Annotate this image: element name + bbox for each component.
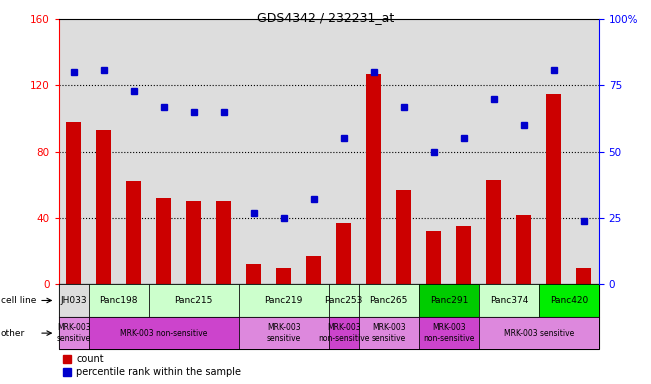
Bar bbox=[539, 284, 599, 317]
Bar bbox=[449, 19, 479, 284]
Bar bbox=[299, 19, 329, 284]
Text: GDS4342 / 232231_at: GDS4342 / 232231_at bbox=[257, 12, 394, 25]
Bar bbox=[389, 19, 419, 284]
Bar bbox=[59, 317, 89, 349]
Bar bbox=[269, 19, 299, 284]
Bar bbox=[246, 264, 261, 284]
Bar bbox=[329, 317, 359, 349]
Bar bbox=[59, 19, 89, 284]
Bar bbox=[576, 268, 591, 284]
Text: MRK-003
sensitive: MRK-003 sensitive bbox=[57, 323, 90, 343]
Bar bbox=[359, 284, 419, 317]
Bar bbox=[89, 284, 148, 317]
Bar bbox=[396, 190, 411, 284]
Bar bbox=[178, 19, 209, 284]
Text: MRK-003
non-sensitive: MRK-003 non-sensitive bbox=[318, 323, 370, 343]
Bar bbox=[239, 284, 329, 317]
Bar bbox=[239, 317, 329, 349]
Bar bbox=[509, 19, 539, 284]
Text: Panc215: Panc215 bbox=[174, 296, 213, 305]
Bar bbox=[359, 317, 419, 349]
Bar bbox=[479, 19, 509, 284]
Text: MRK-003
sensitive: MRK-003 sensitive bbox=[372, 323, 406, 343]
Text: Panc291: Panc291 bbox=[430, 296, 468, 305]
Bar bbox=[126, 182, 141, 284]
Bar bbox=[329, 284, 359, 317]
Bar bbox=[59, 284, 89, 317]
Bar bbox=[367, 74, 381, 284]
Bar bbox=[89, 317, 239, 349]
Bar bbox=[148, 19, 178, 284]
Bar bbox=[419, 284, 479, 317]
Bar bbox=[359, 19, 389, 284]
Text: cell line: cell line bbox=[1, 296, 36, 305]
Bar bbox=[426, 231, 441, 284]
Text: Panc253: Panc253 bbox=[325, 296, 363, 305]
Bar bbox=[539, 19, 569, 284]
Bar bbox=[239, 19, 269, 284]
Bar bbox=[479, 284, 539, 317]
Bar bbox=[209, 19, 239, 284]
Bar bbox=[486, 180, 501, 284]
Bar bbox=[89, 19, 118, 284]
Text: JH033: JH033 bbox=[61, 296, 87, 305]
Bar bbox=[516, 215, 531, 284]
Bar bbox=[456, 226, 471, 284]
Bar bbox=[419, 317, 479, 349]
Bar bbox=[337, 223, 352, 284]
Bar bbox=[96, 130, 111, 284]
Text: Panc265: Panc265 bbox=[370, 296, 408, 305]
Text: Panc219: Panc219 bbox=[264, 296, 303, 305]
Bar bbox=[66, 122, 81, 284]
Text: Panc198: Panc198 bbox=[100, 296, 138, 305]
Bar bbox=[479, 317, 599, 349]
Bar bbox=[118, 19, 148, 284]
Text: Panc420: Panc420 bbox=[550, 296, 588, 305]
Bar bbox=[156, 198, 171, 284]
Bar bbox=[569, 19, 599, 284]
Text: MRK-003
non-sensitive: MRK-003 non-sensitive bbox=[423, 323, 475, 343]
Bar bbox=[276, 268, 291, 284]
Text: Panc374: Panc374 bbox=[490, 296, 528, 305]
Text: MRK-003 non-sensitive: MRK-003 non-sensitive bbox=[120, 329, 207, 338]
Text: MRK-003
sensitive: MRK-003 sensitive bbox=[267, 323, 301, 343]
Bar bbox=[329, 19, 359, 284]
Bar bbox=[546, 94, 561, 284]
Bar bbox=[419, 19, 449, 284]
Bar bbox=[186, 201, 201, 284]
Bar bbox=[306, 256, 321, 284]
Bar bbox=[216, 201, 231, 284]
Bar bbox=[148, 284, 239, 317]
Text: MRK-003 sensitive: MRK-003 sensitive bbox=[504, 329, 574, 338]
Text: other: other bbox=[1, 329, 25, 338]
Legend: count, percentile rank within the sample: count, percentile rank within the sample bbox=[63, 354, 241, 377]
